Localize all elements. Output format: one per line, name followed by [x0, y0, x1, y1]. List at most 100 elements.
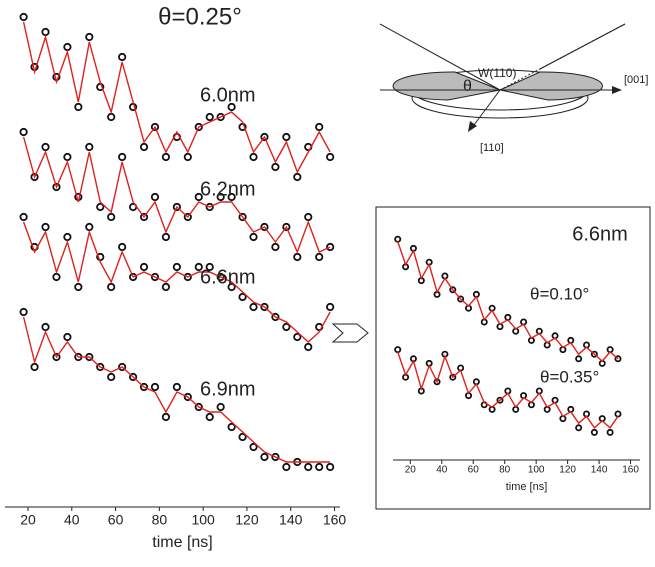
- data-point: [150, 192, 160, 202]
- x-tick-label: 20: [20, 512, 36, 528]
- data-point: [282, 222, 291, 232]
- data-point: [63, 232, 72, 242]
- data-point: [227, 192, 236, 202]
- data-point: [194, 192, 203, 202]
- data-point: [326, 462, 335, 472]
- data-point: [139, 142, 149, 152]
- fit-line: [397, 241, 619, 363]
- data-point: [52, 352, 61, 362]
- data-point: [74, 102, 83, 112]
- data-point: [326, 152, 335, 162]
- data-point: [19, 127, 28, 137]
- data-point: [19, 307, 28, 317]
- data-point: [172, 202, 181, 212]
- data-point: [394, 235, 402, 243]
- data-point: [227, 422, 236, 432]
- inset-frame: [375, 206, 651, 510]
- data-point: [183, 152, 192, 162]
- chart-title: 6.6nm: [572, 223, 628, 245]
- data-point: [41, 222, 50, 232]
- data-point: [96, 202, 105, 212]
- data-point: [433, 378, 441, 386]
- axis-label: [001]: [624, 74, 648, 86]
- data-point: [118, 242, 127, 252]
- data-point: [118, 52, 127, 62]
- pointer-arrow: [331, 323, 369, 343]
- x-tick-label: 60: [108, 512, 124, 528]
- data-point: [249, 232, 258, 242]
- data-point: [63, 332, 72, 342]
- data-point: [128, 372, 138, 382]
- data-point: [161, 232, 171, 242]
- x-tick-label: 140: [279, 512, 303, 528]
- data-point: [107, 282, 116, 292]
- data-point: [150, 122, 160, 132]
- data-point: [150, 382, 160, 392]
- data-point: [63, 152, 72, 162]
- fit-line: [397, 351, 619, 429]
- data-point: [271, 162, 280, 172]
- data-point: [96, 362, 105, 372]
- geometry-diagram: θ W(110) [001] [110]: [379, 23, 648, 154]
- data-point: [30, 362, 39, 372]
- data-point: [172, 382, 181, 392]
- data-point: [107, 112, 116, 122]
- data-point: [118, 152, 127, 162]
- data-point: [172, 262, 181, 272]
- x-tick-label: 40: [436, 465, 448, 476]
- data-point: [260, 222, 269, 232]
- data-point: [326, 242, 335, 252]
- data-point: [271, 452, 280, 462]
- angle-label: θ: [463, 78, 472, 95]
- data-point: [449, 373, 457, 381]
- data-point: [63, 42, 72, 52]
- data-point: [150, 272, 160, 282]
- data-point: [194, 122, 203, 132]
- axis-arrow: [473, 89, 501, 126]
- data-point: [293, 332, 302, 342]
- data-point: [52, 182, 61, 192]
- data-point: [107, 372, 116, 382]
- data-point: [449, 286, 457, 294]
- data-point: [227, 102, 236, 112]
- x-tick-label: 160: [323, 512, 347, 528]
- data-point: [249, 152, 258, 162]
- chart-title: θ=0.25°: [158, 3, 242, 30]
- x-tick-label: 120: [559, 465, 576, 476]
- data-point: [74, 282, 83, 292]
- data-point: [293, 252, 302, 262]
- angle-wedge: [498, 71, 603, 101]
- data-point: [52, 272, 61, 282]
- axis-label: [110]: [480, 142, 504, 154]
- data-point: [205, 202, 214, 212]
- data-point: [496, 396, 504, 404]
- series-label: θ=0.10°: [530, 284, 589, 303]
- fit-line: [22, 221, 331, 343]
- data-point: [575, 355, 583, 363]
- data-point: [590, 428, 598, 436]
- data-point: [326, 302, 335, 312]
- data-point: [282, 132, 291, 142]
- data-point: [205, 412, 214, 422]
- data-point: [30, 172, 39, 182]
- x-tick-label: 100: [528, 465, 545, 476]
- data-point: [606, 428, 614, 436]
- data-point: [238, 212, 247, 222]
- data-point: [118, 362, 127, 372]
- data-point: [227, 282, 236, 292]
- x-axis-label: time [ns]: [152, 534, 212, 551]
- x-tick-label: 80: [152, 512, 168, 528]
- surface-label: W(110): [478, 66, 516, 80]
- data-point: [128, 272, 138, 282]
- data-point: [216, 112, 225, 122]
- data-point: [216, 272, 225, 282]
- data-point: [194, 262, 203, 272]
- reflected-beam: [539, 23, 626, 70]
- data-point: [19, 12, 28, 22]
- data-point: [183, 212, 192, 222]
- data-point: [41, 142, 50, 152]
- data-point: [19, 212, 28, 222]
- data-point: [161, 412, 171, 422]
- data-point: [205, 112, 214, 122]
